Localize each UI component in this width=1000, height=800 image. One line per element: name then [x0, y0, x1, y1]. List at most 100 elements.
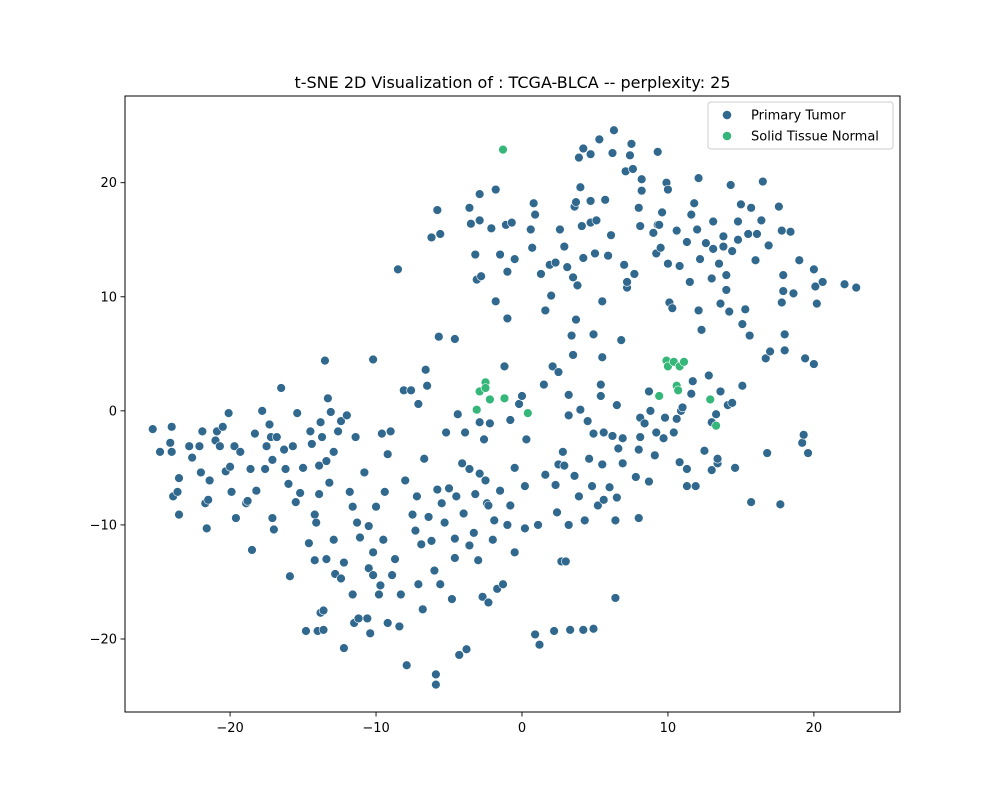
- point-primary-tumor-256: [588, 624, 599, 634]
- point-primary-tumor-328: [682, 464, 692, 474]
- point-primary-tumor-148: [451, 491, 462, 502]
- point-primary-tumor-292: [631, 472, 641, 482]
- point-primary-tumor-145: [450, 533, 460, 544]
- legend-box: [707, 101, 894, 150]
- y-tick-label: −20: [90, 632, 117, 647]
- point-primary-tumor-112: [394, 621, 405, 632]
- point-primary-tumor-41: [267, 513, 278, 523]
- point-primary-tumor-344: [704, 370, 714, 381]
- point-primary-tumor-278: [612, 492, 622, 503]
- point-primary-tumor-34: [251, 486, 262, 496]
- point-primary-tumor-388: [778, 270, 788, 280]
- point-primary-tumor-198: [520, 481, 530, 491]
- point-primary-tumor-107: [383, 618, 393, 628]
- point-primary-tumor-174: [483, 597, 494, 608]
- point-primary-tumor-187: [502, 520, 513, 530]
- point-primary-tumor-166: [474, 215, 485, 226]
- point-primary-tumor-223: [558, 447, 568, 457]
- point-primary-tumor-395: [797, 438, 807, 448]
- point-primary-tumor-352: [712, 454, 723, 464]
- point-primary-tumor-194: [509, 463, 520, 473]
- point-primary-tumor-132: [431, 679, 441, 690]
- point-primary-tumor-178: [489, 515, 499, 526]
- point-primary-tumor-176: [486, 223, 497, 234]
- point-primary-tumor-376: [750, 255, 761, 265]
- point-primary-tumor-51: [292, 408, 302, 418]
- point-primary-tumor-290: [628, 164, 638, 174]
- point-primary-tumor-143: [444, 483, 454, 494]
- point-primary-tumor-289: [626, 139, 637, 149]
- point-primary-tumor-394: [794, 255, 804, 265]
- point-primary-tumor-393: [788, 288, 799, 299]
- y-tick-label: 0: [109, 404, 117, 419]
- legend-marker-primary-tumor: [722, 110, 732, 120]
- point-primary-tumor-311: [654, 220, 664, 230]
- point-primary-tumor-374: [746, 497, 756, 507]
- point-primary-tumor-93: [362, 613, 372, 624]
- point-primary-tumor-116: [401, 660, 412, 670]
- point-primary-tumor-355: [715, 298, 726, 309]
- point-primary-tumor-55: [304, 538, 314, 548]
- point-primary-tumor-86: [347, 589, 358, 600]
- point-primary-tumor-262: [596, 391, 606, 401]
- point-primary-tumor-270: [603, 251, 613, 261]
- point-primary-tumor-3: [167, 422, 177, 432]
- point-primary-tumor-175: [485, 418, 495, 429]
- point-primary-tumor-125: [419, 454, 429, 464]
- point-primary-tumor-257: [588, 329, 599, 340]
- point-primary-tumor-144: [447, 594, 457, 604]
- point-primary-tumor-299: [636, 185, 647, 196]
- point-primary-tumor-405: [851, 282, 861, 293]
- point-primary-tumor-50: [291, 497, 301, 507]
- y-tick-label: −10: [90, 518, 117, 533]
- point-primary-tumor-283: [617, 433, 628, 443]
- point-primary-tumor-98: [368, 570, 378, 580]
- point-primary-tumor-109: [387, 570, 397, 580]
- point-primary-tumor-153: [460, 427, 470, 438]
- legend-label-primary-tumor: Primary Tumor: [751, 109, 846, 124]
- point-primary-tumor-182: [495, 249, 505, 260]
- point-primary-tumor-382: [763, 240, 774, 251]
- point-primary-tumor-197: [517, 391, 527, 401]
- point-primary-tumor-6: [174, 473, 184, 483]
- point-primary-tumor-303: [644, 476, 654, 487]
- point-primary-tumor-101: [374, 589, 384, 600]
- point-primary-tumor-281: [616, 335, 626, 345]
- point-primary-tumor-151: [457, 458, 467, 469]
- x-tick-label: −10: [362, 721, 389, 736]
- point-primary-tumor-224: [559, 460, 570, 471]
- point-primary-tumor-123: [416, 539, 426, 550]
- point-primary-tumor-74: [326, 407, 336, 417]
- point-primary-tumor-92: [359, 467, 370, 478]
- point-primary-tumor-20: [215, 441, 225, 451]
- point-primary-tumor-193: [509, 547, 520, 557]
- point-primary-tumor-373: [744, 330, 755, 341]
- point-primary-tumor-230: [563, 390, 574, 400]
- point-primary-tumor-314: [658, 433, 669, 443]
- point-primary-tumor-279: [612, 400, 622, 410]
- point-primary-tumor-246: [578, 253, 588, 263]
- point-primary-tumor-209: [539, 379, 549, 390]
- point-primary-tumor-8: [174, 509, 184, 520]
- point-primary-tumor-88: [350, 432, 361, 442]
- point-primary-tumor-325: [674, 457, 685, 467]
- point-primary-tumor-200: [521, 434, 532, 445]
- point-primary-tumor-300: [636, 174, 647, 184]
- point-primary-tumor-392: [785, 227, 796, 237]
- point-primary-tumor-0: [148, 424, 158, 434]
- point-primary-tumor-215: [549, 626, 559, 636]
- point-primary-tumor-184: [498, 579, 508, 589]
- point-primary-tumor-377: [752, 229, 762, 239]
- point-primary-tumor-206: [533, 520, 543, 530]
- point-primary-tumor-273: [607, 431, 618, 441]
- point-primary-tumor-163: [473, 555, 483, 565]
- point-primary-tumor-118: [407, 509, 418, 520]
- point-primary-tumor-97: [368, 354, 378, 365]
- point-primary-tumor-226: [561, 556, 571, 567]
- point-primary-tumor-291: [629, 269, 640, 279]
- point-primary-tumor-17: [204, 475, 215, 486]
- point-primary-tumor-239: [572, 280, 583, 291]
- point-primary-tumor-30: [242, 496, 253, 506]
- point-primary-tumor-346: [707, 273, 717, 284]
- point-primary-tumor-119: [410, 525, 421, 536]
